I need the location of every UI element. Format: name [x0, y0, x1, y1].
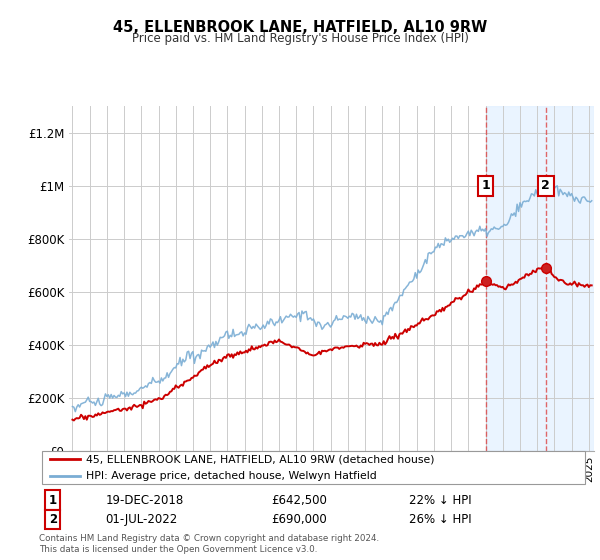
Text: Contains HM Land Registry data © Crown copyright and database right 2024.
This d: Contains HM Land Registry data © Crown c…	[39, 534, 379, 554]
Text: 1: 1	[49, 493, 57, 507]
Text: £690,000: £690,000	[271, 513, 326, 526]
Text: £642,500: £642,500	[271, 493, 327, 507]
Text: 1: 1	[481, 179, 490, 193]
Bar	[485, 106, 594, 451]
FancyBboxPatch shape	[42, 451, 586, 484]
Text: 2: 2	[49, 513, 57, 526]
Text: 26% ↓ HPI: 26% ↓ HPI	[409, 513, 472, 526]
Text: 19-DEC-2018: 19-DEC-2018	[105, 493, 184, 507]
Text: 45, ELLENBROOK LANE, HATFIELD, AL10 9RW (detached house): 45, ELLENBROOK LANE, HATFIELD, AL10 9RW …	[86, 454, 434, 464]
Text: 01-JUL-2022: 01-JUL-2022	[105, 513, 178, 526]
Text: 45, ELLENBROOK LANE, HATFIELD, AL10 9RW: 45, ELLENBROOK LANE, HATFIELD, AL10 9RW	[113, 20, 487, 35]
Text: HPI: Average price, detached house, Welwyn Hatfield: HPI: Average price, detached house, Welw…	[86, 471, 377, 481]
Text: Price paid vs. HM Land Registry's House Price Index (HPI): Price paid vs. HM Land Registry's House …	[131, 32, 469, 45]
Text: 2: 2	[541, 179, 550, 193]
Text: 22% ↓ HPI: 22% ↓ HPI	[409, 493, 472, 507]
